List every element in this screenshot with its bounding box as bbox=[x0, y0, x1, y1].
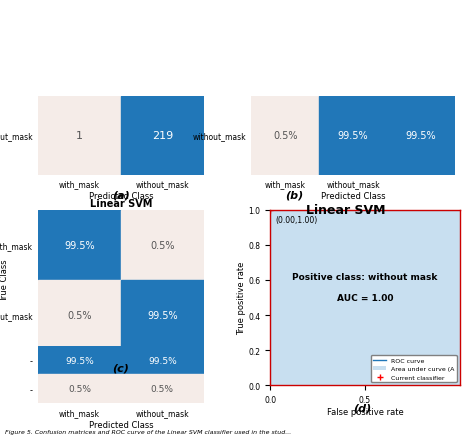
Text: 0.5%: 0.5% bbox=[68, 384, 91, 393]
Text: 219: 219 bbox=[152, 131, 173, 141]
Bar bbox=[251, 96, 319, 175]
Bar bbox=[121, 96, 204, 175]
Text: 99.5%: 99.5% bbox=[64, 240, 95, 250]
Text: True Class: True Class bbox=[0, 259, 9, 302]
Text: Figure 5. Confusion matrices and ROC curve of the Linear SVM classifier used in : Figure 5. Confusion matrices and ROC cur… bbox=[5, 429, 291, 434]
Text: 99.5%: 99.5% bbox=[65, 356, 94, 365]
Bar bbox=[121, 210, 204, 280]
X-axis label: Predicted Class: Predicted Class bbox=[89, 192, 153, 201]
Bar bbox=[121, 346, 204, 374]
Legend: ROC curve, Area under curve (A, Current classifier: ROC curve, Area under curve (A, Current … bbox=[371, 355, 456, 382]
Bar bbox=[38, 346, 121, 374]
Text: 0.5%: 0.5% bbox=[67, 311, 91, 320]
X-axis label: False positive rate: False positive rate bbox=[327, 407, 403, 416]
Text: 99.5%: 99.5% bbox=[406, 131, 437, 141]
Title: Linear SVM: Linear SVM bbox=[90, 198, 152, 208]
Text: 0.5%: 0.5% bbox=[150, 240, 174, 250]
Bar bbox=[387, 96, 455, 175]
Text: (0.00,1.00): (0.00,1.00) bbox=[276, 215, 318, 225]
Text: 1: 1 bbox=[76, 131, 83, 141]
Text: 0.5%: 0.5% bbox=[151, 384, 174, 393]
Y-axis label: True positive rate: True positive rate bbox=[237, 261, 246, 335]
X-axis label: Predicted Class: Predicted Class bbox=[321, 192, 385, 201]
Text: 99.5%: 99.5% bbox=[148, 356, 177, 365]
Text: 0.5%: 0.5% bbox=[273, 131, 298, 141]
Bar bbox=[121, 374, 204, 403]
Bar bbox=[38, 374, 121, 403]
Bar bbox=[319, 96, 387, 175]
X-axis label: Predicted Class: Predicted Class bbox=[89, 367, 153, 376]
Bar bbox=[38, 210, 121, 280]
Bar bbox=[121, 280, 204, 350]
Text: (c): (c) bbox=[112, 363, 129, 373]
Text: (a): (a) bbox=[112, 190, 130, 200]
Text: 99.5%: 99.5% bbox=[147, 311, 178, 320]
Bar bbox=[38, 96, 121, 175]
Bar bbox=[38, 280, 121, 350]
Text: 99.5%: 99.5% bbox=[338, 131, 368, 141]
X-axis label: Predicted Class: Predicted Class bbox=[89, 420, 153, 428]
Text: AUC = 1.00: AUC = 1.00 bbox=[337, 293, 393, 302]
Text: (b): (b) bbox=[285, 190, 303, 200]
Text: (d): (d) bbox=[354, 403, 372, 412]
Text: Linear SVM: Linear SVM bbox=[306, 204, 386, 217]
Text: Positive class: without mask: Positive class: without mask bbox=[292, 272, 438, 281]
